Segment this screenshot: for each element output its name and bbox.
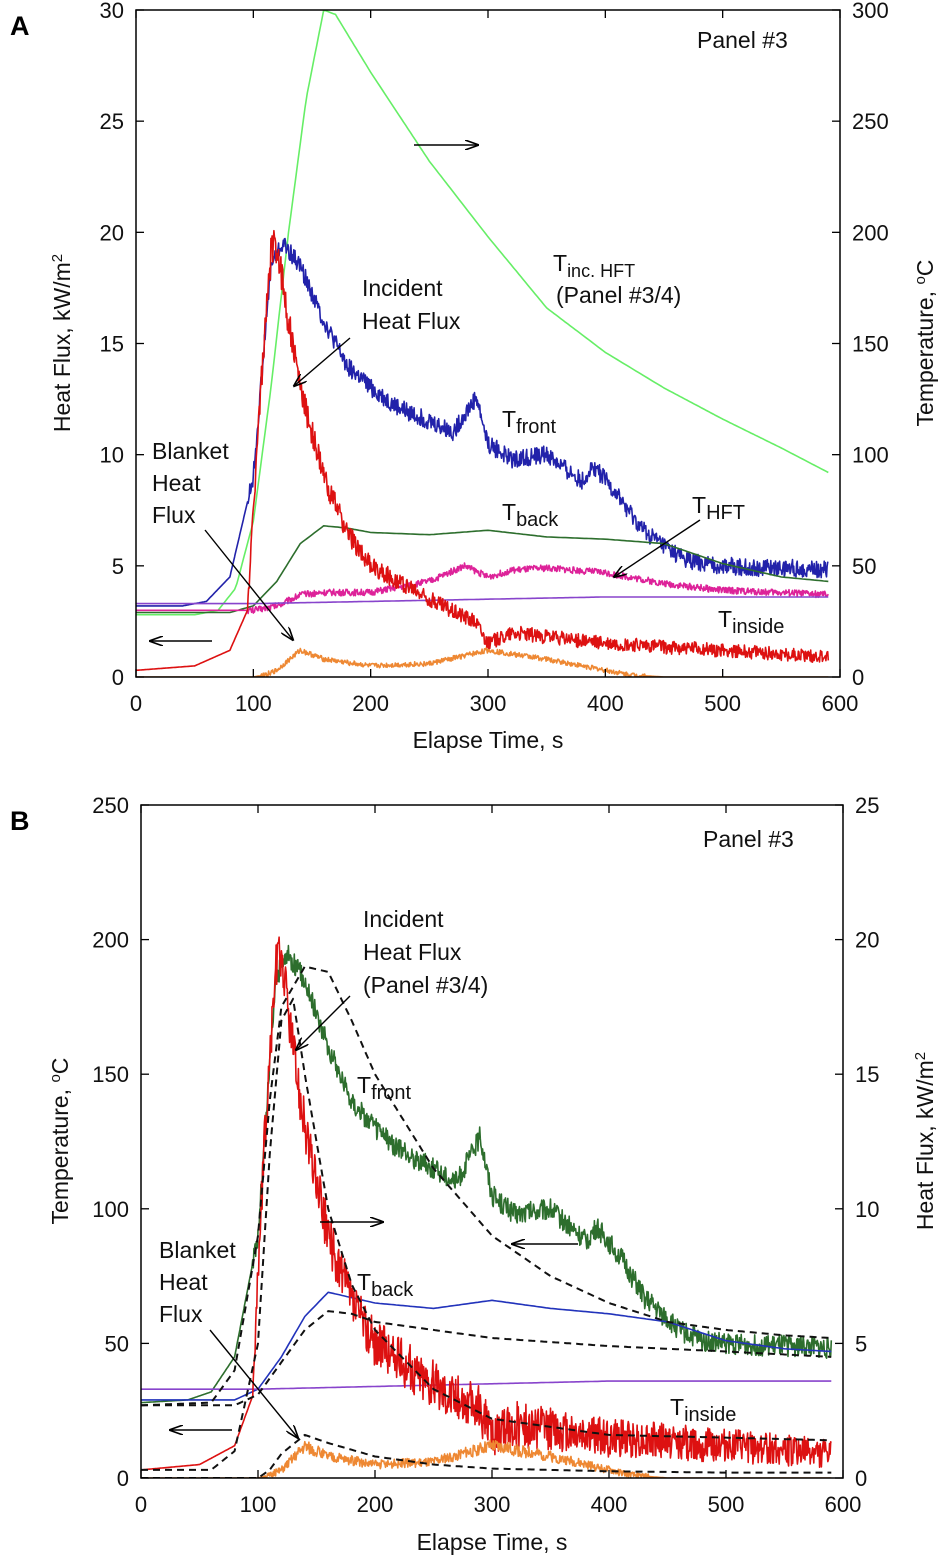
panel-a-y-left-tick-label: 0 xyxy=(112,665,124,690)
panel-b-y-right-tick-label: 10 xyxy=(855,1197,879,1222)
panel-b-x-tick-label: 0 xyxy=(135,1492,147,1517)
panel-a-tback-label: Tback xyxy=(502,499,559,531)
panel-b-y-left-tick-label: 200 xyxy=(92,928,129,953)
panel-a-series-blanket-heat-flux xyxy=(136,647,829,677)
panel-a-y-left-tick-label: 30 xyxy=(100,0,124,23)
panel-a-thft-label: THFT xyxy=(692,492,745,524)
panel-b-x-tick-label: 200 xyxy=(357,1492,394,1517)
panel-a-y-left-tick-label: 10 xyxy=(100,443,124,468)
panel-b-x-tick-label: 100 xyxy=(240,1492,277,1517)
panel-a-y-right-tick-label: 300 xyxy=(852,0,889,23)
panel-b-y-left-label: Temperature, oC xyxy=(47,1058,73,1225)
panel-b-panel-name: Panel #3 xyxy=(703,826,794,852)
panel-b-y-left-tick-label: 50 xyxy=(105,1331,129,1356)
panel-a-x-tick-label: 200 xyxy=(352,691,389,716)
panel-a-tinc-label: Tinc. HFT xyxy=(553,250,635,281)
panel-a-series-incident-heat-flux xyxy=(136,229,830,672)
panel-a-y-right-tick-label: 250 xyxy=(852,109,889,134)
panel-a-incident-label-2: Heat Flux xyxy=(362,308,461,334)
panel-a-incident-pointer xyxy=(294,337,351,386)
panel-a-tinside-label: Tinside xyxy=(718,606,784,638)
panel-b-incident-label-1: Incident xyxy=(363,906,444,932)
panel-b-series-t-front xyxy=(141,944,833,1404)
panel-b-y-right-label: Heat Flux, kW/m2 xyxy=(912,1052,938,1230)
panel-a-label: A xyxy=(10,11,30,41)
panel-b-y-left-tick-label: 100 xyxy=(92,1197,129,1222)
panel-b-series xyxy=(141,936,833,1478)
panel-a-x-tick-label: 600 xyxy=(822,691,859,716)
panel-b-tfront-label: Tfront xyxy=(357,1072,412,1104)
panel-a-series-t-front xyxy=(136,237,829,607)
panel-b-series-model-incident-heat-flux xyxy=(141,997,832,1471)
panel-a-y-right-label: Temperature, oC xyxy=(912,260,938,427)
panel-a-y-left-tick-label: 20 xyxy=(100,220,124,245)
panel-b-series-model-back-temperature xyxy=(141,1310,832,1407)
panel-b-blanket-pointer xyxy=(209,1329,298,1438)
panel-b-tback-label: Tback xyxy=(357,1269,414,1301)
panel-a-y-right-tick-label: 150 xyxy=(852,332,889,357)
panel-b: B 0 100 200 300 400 500 6000501001502002500510… xyxy=(10,793,938,1555)
panel-b-series-model-blanket-heat-flux xyxy=(141,1433,832,1478)
panel-a-blanket-label-2: Heat xyxy=(152,470,201,496)
panel-b-label: B xyxy=(10,806,30,836)
panel-a-y-right-tick-label: 50 xyxy=(852,554,876,579)
panel-b-series-model-front-temperature xyxy=(141,965,832,1407)
panel-a-panel-name: Panel #3 xyxy=(697,27,788,53)
panel-a-x-axis-label: Elapse Time, s xyxy=(413,727,564,753)
panel-a-x-tick-label: 100 xyxy=(235,691,272,716)
panel-a-tinc-sublabel: (Panel #3/4) xyxy=(556,282,681,308)
panel-a-y-left-tick-label: 5 xyxy=(112,554,124,579)
panel-a-series-t-hft xyxy=(136,562,829,615)
panel-b-x-tick-label: 400 xyxy=(591,1492,628,1517)
panel-b-x-axis-label: Elapse Time, s xyxy=(417,1529,568,1555)
panel-a-tfront-label: Tfront xyxy=(502,406,557,438)
panel-b-incident-pointer xyxy=(296,995,351,1050)
panel-b-x-tick-label: 500 xyxy=(708,1492,745,1517)
panel-a-series-t-back xyxy=(136,525,829,614)
panel-a-blanket-label-1: Blanket xyxy=(152,438,229,464)
panel-a-y-left-label: Heat Flux, kW/m2 xyxy=(49,254,75,432)
panel-b-blanket-label-3: Flux xyxy=(159,1301,203,1327)
panel-b-tinside-label: Tinside xyxy=(670,1394,736,1426)
panel-b-series-blanket-heat-flux xyxy=(141,1439,832,1478)
panel-b-blanket-label-1: Blanket xyxy=(159,1237,236,1263)
panel-b-y-left-tick-label: 150 xyxy=(92,1062,129,1087)
panel-b-y-left-tick-label: 250 xyxy=(92,793,129,818)
panel-b-x-tick-label: 600 xyxy=(825,1492,862,1517)
panel-a-series-t-inside xyxy=(136,596,829,605)
panel-a-x-tick-label: 500 xyxy=(704,691,741,716)
panel-a-x-tick-label: 400 xyxy=(587,691,624,716)
panel-a-blanket-pointer xyxy=(204,529,293,640)
panel-a-x-tick-label: 0 xyxy=(130,691,142,716)
panel-b-y-right-tick-label: 25 xyxy=(855,793,879,818)
panel-a-incident-label-1: Incident xyxy=(362,275,443,301)
panel-b-x-tick-label: 300 xyxy=(474,1492,511,1517)
panel-a-y-right-tick-label: 0 xyxy=(852,665,864,690)
panel-b-y-right-tick-label: 20 xyxy=(855,928,879,953)
panel-b-incident-label-2: Heat Flux xyxy=(363,939,462,965)
panel-a-thft-pointer xyxy=(614,519,701,577)
panel-a-blanket-label-3: Flux xyxy=(152,502,196,528)
panel-b-y-right-tick-label: 15 xyxy=(855,1062,879,1087)
panel-a-y-left-tick-label: 25 xyxy=(100,109,124,134)
panel-b-incident-label-3: (Panel #3/4) xyxy=(363,972,488,998)
panel-b-ticks: 0 100 200 300 400 500 600050100150200250051015… xyxy=(92,793,879,1517)
panel-b-plot-frame xyxy=(140,804,844,1479)
panel-b-y-left-tick-label: 0 xyxy=(117,1466,129,1491)
panel-b-y-right-tick-label: 0 xyxy=(855,1466,867,1491)
panel-a-x-tick-label: 300 xyxy=(470,691,507,716)
panel-b-y-right-tick-label: 5 xyxy=(855,1331,867,1356)
panel-b-series-incident-heat-flux xyxy=(141,936,832,1471)
panel-b-blanket-label-2: Heat xyxy=(159,1269,208,1295)
panel-a-y-left-tick-label: 15 xyxy=(100,332,124,357)
panel-b-series-t-back xyxy=(141,1291,832,1401)
panel-b-series-t-inside xyxy=(141,1380,832,1390)
panel-a-y-right-tick-label: 100 xyxy=(852,443,889,468)
panel-a-series xyxy=(136,10,830,677)
panel-a-y-right-tick-label: 200 xyxy=(852,220,889,245)
panel-a-ticks: 0 100 200 300 400 500 600051015202530050100150… xyxy=(100,0,889,716)
panel-a: A 0 100 200 300 400 500 6000510152025300501001… xyxy=(10,0,938,753)
